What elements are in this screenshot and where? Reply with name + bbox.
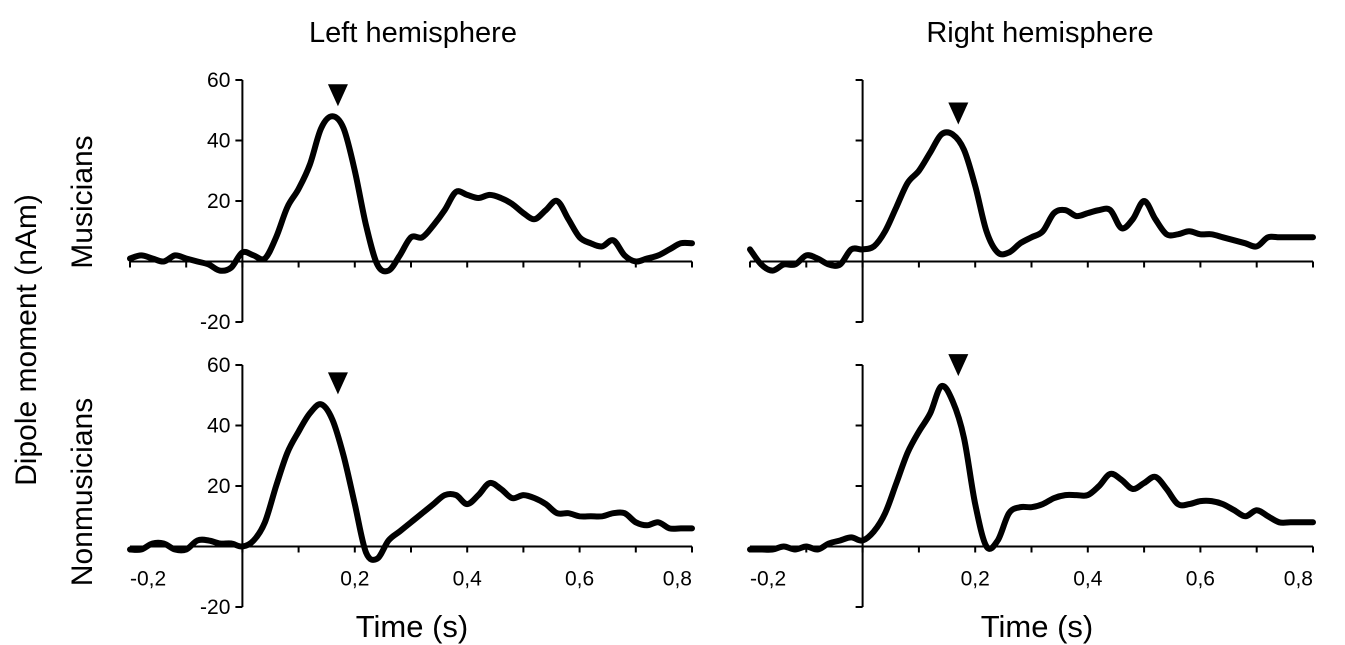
y-tick-label: 20 [207, 475, 230, 498]
musicians-row-label: Musicians [66, 135, 99, 268]
x-axis-label-left: Time (s) [356, 609, 469, 644]
y-tick-label: 20 [207, 190, 230, 213]
y-tick-label: 60 [207, 354, 230, 377]
peak-marker [948, 354, 969, 377]
x-tick-label: 0,6 [1186, 568, 1215, 591]
x-tick-label: -0,2 [130, 568, 166, 591]
x-tick-label: 0,2 [961, 568, 990, 591]
y-tick-label: -20 [200, 311, 230, 334]
y-tick-label: 40 [207, 130, 230, 153]
panel-musicians-left-hemisphere: 60 40 20 -20 [127, 69, 695, 334]
peak-marker [327, 84, 348, 107]
x-tick-label: 0,2 [340, 568, 369, 591]
nonmusicians-row-label: Nonmusicians [66, 398, 99, 586]
x-tick-label: 0,8 [1284, 568, 1313, 591]
panel-nonmusicians-right-hemisphere: -0,2 0,2 0,4 0,6 0,8 [747, 354, 1316, 608]
dipole-trace [747, 129, 1316, 274]
x-tick-label: -0,2 [750, 568, 786, 591]
y-tick-label: 60 [207, 69, 230, 92]
x-tick-label: 0,4 [453, 568, 483, 591]
x-axis-label-right: Time (s) [981, 609, 1094, 644]
right-hemisphere-title: Right hemisphere [926, 17, 1153, 49]
panel-musicians-right-hemisphere [747, 79, 1316, 323]
peak-marker [327, 372, 348, 395]
dipole-trace [127, 401, 695, 563]
x-tick-label: 0,8 [663, 568, 692, 591]
peak-marker [948, 102, 969, 125]
x-tick-label: 0,6 [565, 568, 594, 591]
chart-panels: 60 40 20 -20 60 40 20 -20 -0,2 0,2 0,4 0,6 0,8 -0,2 0,… [127, 69, 1316, 619]
y-axis-label: Dipole moment (nAm) [10, 194, 43, 486]
panel-nonmusicians-left-hemisphere: 60 40 20 -20 -0,2 0,2 0,4 0,6 0,8 [127, 354, 695, 619]
y-tick-label: 40 [207, 415, 230, 438]
left-hemisphere-title: Left hemisphere [309, 17, 517, 49]
y-tick-label: -20 [200, 596, 230, 619]
dipole-trace [127, 113, 695, 275]
dipole-trace [747, 382, 1316, 553]
x-tick-label: 0,4 [1073, 568, 1103, 591]
